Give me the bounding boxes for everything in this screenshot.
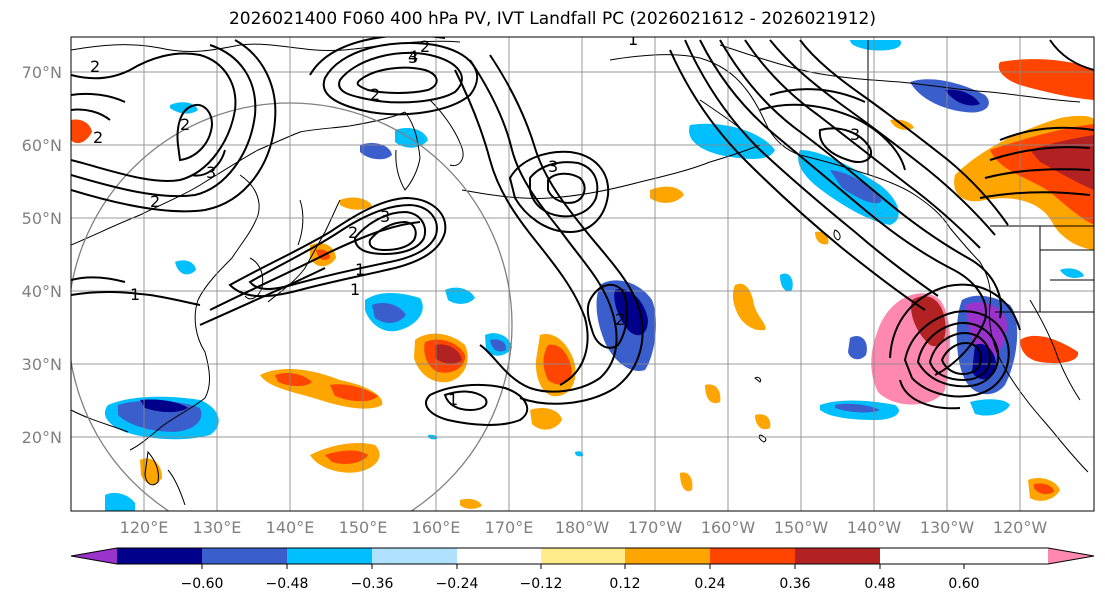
- contour-label-16: 2: [90, 57, 100, 76]
- lat-label-30n: 30°N: [22, 355, 62, 374]
- lat-label-20n: 20°N: [22, 428, 62, 447]
- colorbar-segment-8: [710, 548, 795, 564]
- contour-label-2: 3: [408, 48, 418, 67]
- lon-label-130e: 130°E: [193, 518, 242, 537]
- colorbar-label-2: −0.48: [266, 576, 309, 592]
- contour-label-18: 2: [93, 128, 103, 147]
- contour-label-19: 1: [350, 280, 360, 299]
- contour-label-6: 2: [180, 115, 190, 134]
- lon-label-140w: 140°W: [847, 518, 902, 537]
- colorbar-label-1: −0.60: [181, 576, 224, 592]
- latitude-labels: 70°N 60°N 50°N 40°N 30°N 20°N: [22, 63, 62, 447]
- lon-label-150e: 150°E: [339, 518, 388, 537]
- lon-label-180w: 180°W: [555, 518, 610, 537]
- colorbar-label-7: 0.24: [694, 576, 725, 592]
- map-title: 2026021400 F060 400 hPa PV, IVT Landfall…: [228, 9, 876, 29]
- contour-label-17: 1: [130, 285, 140, 304]
- colorbar-label-4: −0.24: [436, 576, 479, 592]
- lon-label-160e: 160°E: [412, 518, 461, 537]
- map-plot-area: 2 3 4 3 1 2 2 3 2 3 2 1 3 2 1 2 1 2 1: [71, 30, 1094, 511]
- colorbar-label-9: 0.48: [864, 576, 895, 592]
- contour-label-5: 1: [628, 30, 638, 49]
- colorbar-segment-2: [202, 548, 287, 564]
- colorbar-label-5: −0.12: [520, 576, 563, 592]
- contour-label-1: 2: [420, 37, 430, 56]
- lon-label-140e: 140°E: [266, 518, 315, 537]
- lon-label-120e: 120°E: [120, 518, 169, 537]
- contour-label-14: 2: [615, 310, 625, 329]
- colorbar-label-6: 0.12: [609, 576, 640, 592]
- colorbar-outline: [70, 547, 1095, 565]
- plot-frame: [70, 36, 1095, 512]
- colorbar-label-8: 0.36: [779, 576, 810, 592]
- contour-label-12: 1: [355, 260, 365, 279]
- colorbar-label-3: −0.36: [351, 576, 394, 592]
- colorbar-label-10: 0.60: [948, 576, 979, 592]
- landfall-radius-circle: [71, 102, 513, 511]
- lat-label-40n: 40°N: [22, 282, 62, 301]
- contour-label-3: 4: [408, 47, 418, 66]
- colorbar-extend-high: [1048, 548, 1094, 564]
- colorbar-segment-7: [625, 548, 710, 564]
- colorbar-segment-5: [457, 548, 541, 564]
- lon-label-150w: 150°W: [774, 518, 829, 537]
- colorbar-ticks: [201, 564, 965, 569]
- lat-label-50n: 50°N: [22, 209, 62, 228]
- colorbar-segment-6: [541, 548, 625, 564]
- contour-label-4: 3: [206, 163, 216, 182]
- lon-label-160w: 160°W: [701, 518, 756, 537]
- colorbar-segment-9: [795, 548, 880, 564]
- colorbar-segment-4: [372, 548, 457, 564]
- contour-label-10: 3: [380, 207, 390, 226]
- contour-labels: 2 3 4 3 1 2 2 3 2 3 2 1 3 2 1 2 1 2 1: [90, 30, 860, 409]
- pv-contours: [71, 37, 1094, 426]
- contour-label-15: 1: [448, 390, 458, 409]
- lon-label-120w: 120°W: [993, 518, 1048, 537]
- contour-label-11: 2: [348, 223, 358, 242]
- lon-label-130w: 130°W: [920, 518, 975, 537]
- contour-label-13: 3: [850, 125, 860, 144]
- contour-label-9: 2: [150, 192, 160, 211]
- lat-label-60n: 60°N: [22, 136, 62, 155]
- longitude-labels: 120°E 130°E 140°E 150°E 160°E 170°E 180°…: [120, 518, 1048, 537]
- lon-label-170e: 170°E: [485, 518, 534, 537]
- lat-label-70n: 70°N: [22, 63, 62, 82]
- colorbar: −0.60 −0.48 −0.36 −0.24 −0.12 0.12 0.24 …: [70, 547, 1095, 592]
- contour-label-7: 2: [370, 85, 380, 104]
- lon-label-170w: 170°W: [628, 518, 683, 537]
- gridlines: [71, 37, 1094, 511]
- colorbar-segment-3: [287, 548, 372, 564]
- contour-label-8: 3: [548, 157, 558, 176]
- colorbar-extend-low: [71, 548, 117, 564]
- colorbar-segment-1: [117, 548, 202, 564]
